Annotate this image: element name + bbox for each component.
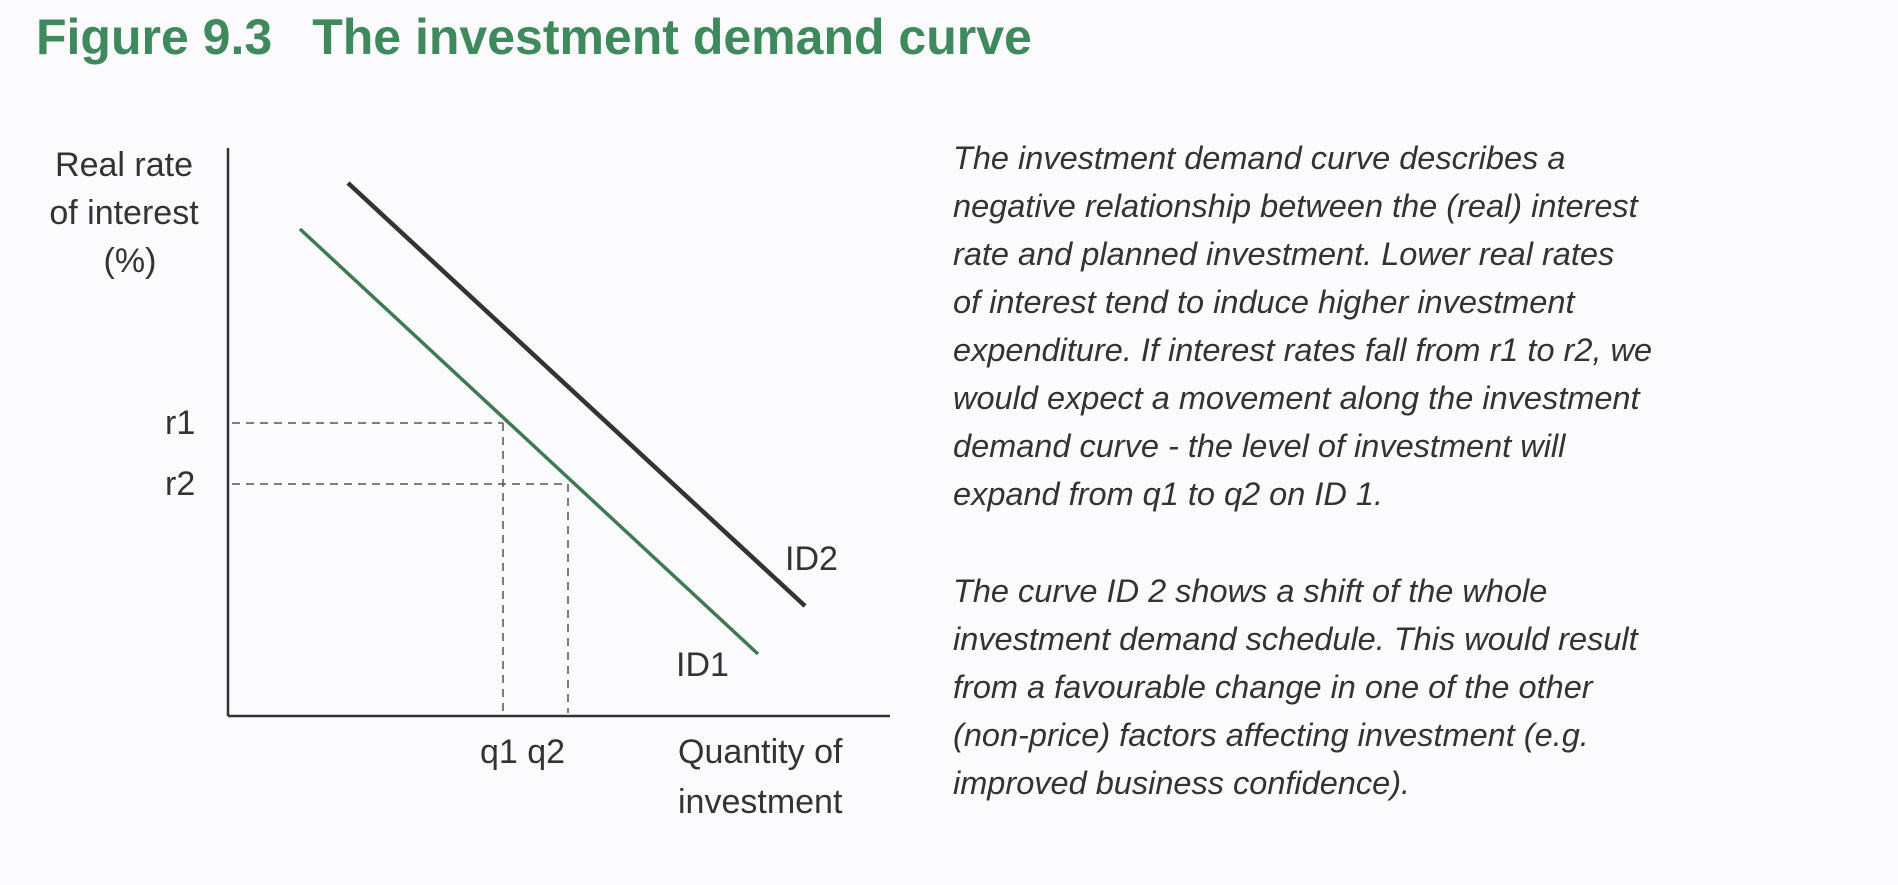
desc-2-line: investment demand schedule. This would r… xyxy=(953,621,1638,657)
id2-label: ID2 xyxy=(785,540,838,578)
desc-2-line: from a favourable change in one of the o… xyxy=(953,669,1593,705)
desc-1-line: expenditure. If interest rates fall from… xyxy=(953,332,1653,368)
figure-title: Figure 9.3 The investment demand curve xyxy=(36,8,1032,66)
y-axis-label-line-1: Real rate xyxy=(55,146,193,184)
r2-label: r2 xyxy=(165,465,195,503)
desc-1-line: rate and planned investment. Lower real … xyxy=(953,236,1615,272)
quantity-labels: q1 q2 xyxy=(480,733,565,771)
y-axis-label-line-2: of interest xyxy=(49,194,199,232)
id1-curve xyxy=(298,227,760,656)
x-axis-label-line-1: Quantity of xyxy=(678,733,843,771)
desc-1-line: negative relationship between the (real)… xyxy=(953,188,1638,224)
desc-1-line: expand from q1 to q2 on ID 1. xyxy=(953,476,1383,512)
description-paragraph-2: The curve ID 2 shows a shift of the whol… xyxy=(953,567,1853,807)
figure-title-text: The investment demand curve xyxy=(312,9,1032,65)
id1-label: ID1 xyxy=(676,646,729,684)
r1-label: r1 xyxy=(165,404,195,442)
figure-number: Figure 9.3 xyxy=(36,9,273,65)
id2-curve xyxy=(346,181,807,608)
description-paragraph-1: The investment demand curve describes a … xyxy=(953,134,1853,518)
y-axis-label-line-3: (%) xyxy=(104,242,157,280)
desc-1-line: would expect a movement along the invest… xyxy=(953,380,1640,416)
desc-2-line: The curve ID 2 shows a shift of the whol… xyxy=(953,573,1548,609)
x-axis-label-line-2: investment xyxy=(678,783,843,821)
desc-2-line: (non-price) factors affecting investment… xyxy=(953,717,1589,753)
investment-demand-diagram: Real rate of interest (%) r1 r2 ID2 ID1 … xyxy=(49,146,890,821)
desc-1-line: demand curve - the level of investment w… xyxy=(953,428,1566,464)
desc-1-line: of interest tend to induce higher invest… xyxy=(953,284,1575,320)
desc-2-line: improved business confidence). xyxy=(953,765,1411,801)
desc-1-line: The investment demand curve describes a xyxy=(953,140,1566,176)
